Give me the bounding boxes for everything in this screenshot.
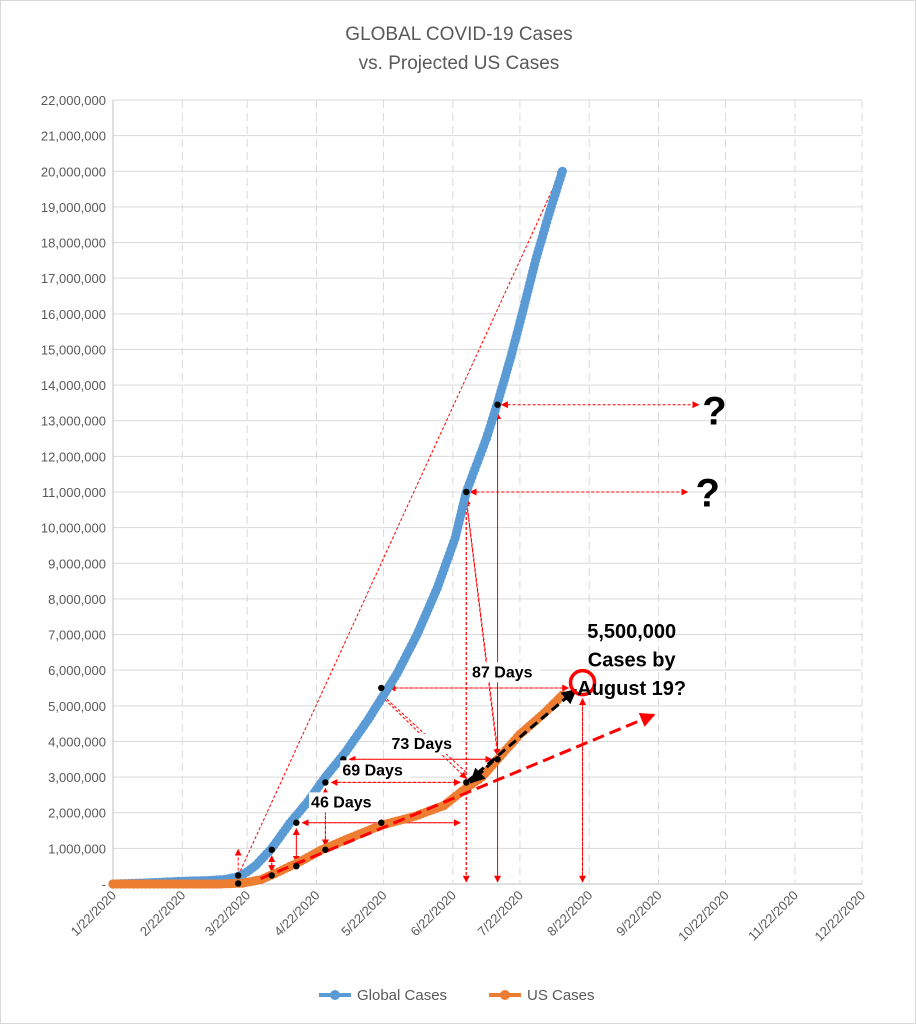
x-tick-label: 2/22/2020 — [137, 888, 189, 940]
x-tick-label: 3/22/2020 — [202, 888, 254, 940]
projection-arrow — [469, 759, 495, 784]
annotation-label: ? — [696, 471, 720, 515]
series-global-cases — [108, 166, 568, 889]
highlight-point — [235, 872, 242, 879]
highlight-point — [463, 488, 470, 496]
annotation-label: August 19? — [577, 678, 686, 700]
legend-us-marker — [500, 990, 510, 1000]
series-us-cases — [108, 690, 568, 889]
annotation-labels: 46 Days 69 Days 73 Days 87 Days 5,500,000 Cas… — [309, 389, 727, 813]
y-tick-label: 9,000,000 — [48, 556, 106, 571]
y-tick-label: 1,000,000 — [48, 841, 106, 856]
chart-title: GLOBAL COVID-19 Cases — [345, 24, 572, 45]
x-tick-label: 7/22/2020 — [475, 888, 527, 940]
vertical-guide-arrow — [463, 497, 499, 750]
legend-global-marker — [330, 990, 340, 1000]
annotation-label: 46 Days — [311, 794, 372, 811]
y-tick-label: 17,000,000 — [41, 271, 106, 286]
y-tick-label: 6,000,000 — [48, 663, 106, 678]
legend-us-label: US Cases — [527, 987, 595, 1004]
annotation-label-bg — [389, 733, 460, 754]
highlight-point — [463, 779, 470, 786]
highlight-point — [322, 846, 329, 853]
global-cases-point — [557, 166, 568, 176]
y-tick-label: 2,000,000 — [48, 806, 106, 821]
highlight-point — [378, 819, 385, 826]
projection-arrow — [465, 688, 577, 784]
y-tick-label: 7,000,000 — [48, 628, 106, 643]
y-tick-label: 14,000,000 — [41, 378, 106, 393]
x-tick-label: 9/22/2020 — [613, 888, 665, 940]
y-tick-label: 11,000,000 — [42, 485, 106, 500]
legend-global-label: Global Cases — [357, 987, 447, 1004]
x-tick-label: 4/22/2020 — [271, 888, 323, 940]
annotation-label: 87 Days — [472, 664, 533, 681]
x-axis-ticks: 1/22/2020 2/22/2020 3/22/2020 4/22/2020 5/22… — [68, 888, 869, 945]
target-circle — [568, 668, 597, 697]
annotation-label: 73 Days — [392, 736, 453, 753]
annotation-label: Cases by — [588, 650, 677, 672]
x-tick-label: 10/22/2020 — [675, 888, 732, 945]
highlight-point — [235, 880, 242, 887]
y-tick-label: 13,000,000 — [41, 414, 106, 429]
vertical-guide-arrow — [465, 499, 501, 756]
x-tick-label: 8/22/2020 — [544, 888, 596, 940]
y-axis-ticks: - 1,000,000 2,000,000 3,000,000 4,000,000 5,0… — [41, 93, 106, 892]
y-tick-label: 20,000,000 — [41, 164, 106, 179]
x-tick-label: 11/22/2020 — [745, 888, 801, 944]
annotation-overlay — [235, 401, 656, 887]
highlight-point — [268, 872, 275, 879]
highlight-point — [494, 756, 501, 763]
annotation-label: 5,500,000 — [587, 621, 676, 643]
y-tick-label: 12,000,000 — [41, 449, 106, 464]
y-tick-label: 19,000,000 — [41, 200, 106, 215]
annotation-label-bg — [470, 662, 541, 683]
y-tick-label: 21,000,000 — [41, 129, 106, 144]
highlight-point — [293, 819, 300, 826]
legend: Global Cases US Cases — [319, 987, 595, 1004]
y-tick-label: 10,000,000 — [41, 521, 106, 536]
y-tick-label: 4,000,000 — [48, 734, 106, 749]
highlight-point — [494, 401, 501, 408]
annotation-label-bg — [309, 792, 380, 813]
y-tick-label: 3,000,000 — [48, 770, 106, 785]
annotation-guides — [234, 167, 700, 883]
highlight-point — [268, 846, 275, 853]
highlight-point — [293, 862, 300, 870]
x-tick-label: 5/22/2020 — [338, 888, 390, 940]
y-tick-label: 8,000,000 — [48, 592, 106, 607]
annotation-label-bg — [340, 760, 411, 781]
y-tick-label: 16,000,000 — [41, 307, 106, 322]
highlight-point — [378, 684, 385, 692]
x-tick-label: 1/22/2020 — [68, 888, 120, 940]
vertical-guide-arrow — [380, 693, 467, 773]
annotation-label: 69 Days — [342, 762, 403, 779]
annotation-label: ? — [702, 389, 726, 433]
y-tick-label: 15,000,000 — [41, 342, 106, 357]
highlight-point — [322, 779, 329, 786]
x-tick-label: 12/22/2020 — [811, 888, 868, 945]
us-cases-line — [112, 693, 565, 887]
y-tick-label: 5,000,000 — [48, 699, 106, 714]
y-tick-label: 22,000,000 — [41, 93, 106, 108]
y-tick-label: 18,000,000 — [41, 236, 106, 251]
x-tick-label: 6/22/2020 — [407, 888, 459, 940]
chart-subtitle: vs. Projected US Cases — [359, 53, 560, 74]
y-tick-label: - — [102, 877, 106, 892]
